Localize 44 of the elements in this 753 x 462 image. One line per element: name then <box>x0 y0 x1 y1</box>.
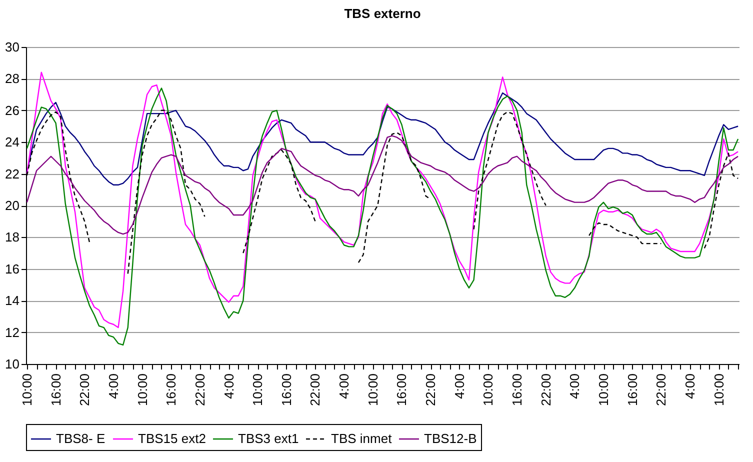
y-tick-label: 18 <box>5 230 20 245</box>
x-tick-label: 10:00 <box>19 374 34 406</box>
x-tick-label: 16:00 <box>510 374 525 406</box>
x-tick-label: 22:00 <box>538 374 554 406</box>
x-tick-label: 16:00 <box>278 374 294 406</box>
x-tick-label: 4:00 <box>106 374 121 399</box>
legend-label: TBS inmet <box>331 431 392 446</box>
x-tick-label: 22:00 <box>308 374 323 406</box>
y-tick-label: 16 <box>5 261 20 276</box>
x-tick-label: 22:00 <box>423 374 438 406</box>
y-tick-label: 30 <box>5 40 20 54</box>
line-series <box>26 135 739 235</box>
x-tick-label: 22:00 <box>192 374 208 406</box>
x-tick-label: 4:00 <box>567 374 582 399</box>
x-tick-label: 4:00 <box>221 374 236 399</box>
y-tick-label: 10 <box>5 356 20 372</box>
x-tick-label: 4:00 <box>682 374 698 399</box>
x-tick-label: 16:00 <box>394 374 410 406</box>
x-tick-label: 10:00 <box>250 374 266 406</box>
y-tick-label: 22 <box>5 166 20 182</box>
x-tick-label: 10:00 <box>711 374 726 406</box>
x-tick-label: 10:00 <box>134 374 150 406</box>
x-tick-label: 4:00 <box>452 374 467 399</box>
y-tick-label: 28 <box>5 71 20 86</box>
x-tick-label: 22:00 <box>654 374 669 406</box>
line-series <box>26 92 739 186</box>
legend-label: TBS12-B <box>424 431 477 446</box>
x-tick-label: 16:00 <box>48 374 64 406</box>
x-tick-label: 4:00 <box>336 374 352 399</box>
x-tick-label: 22:00 <box>77 374 92 406</box>
y-tick-label: 26 <box>5 102 20 118</box>
y-tick-label: 20 <box>5 198 20 213</box>
legend-label: TBS3 ext1 <box>238 431 299 446</box>
x-tick-label: 10:00 <box>365 374 380 406</box>
x-tick-label: 16:00 <box>164 374 179 406</box>
x-tick-label: 10:00 <box>480 374 496 406</box>
legend-label: TBS15 ext2 <box>138 431 206 446</box>
x-tick-label: 16:00 <box>624 374 640 406</box>
y-tick-label: 12 <box>5 324 20 340</box>
x-tick-label: 10:00 <box>596 374 612 406</box>
legend-label: TBS8- E <box>56 431 106 446</box>
chart-title: TBS externo <box>344 6 421 21</box>
y-tick-label: 24 <box>5 134 20 150</box>
y-tick-label: 14 <box>5 293 20 308</box>
